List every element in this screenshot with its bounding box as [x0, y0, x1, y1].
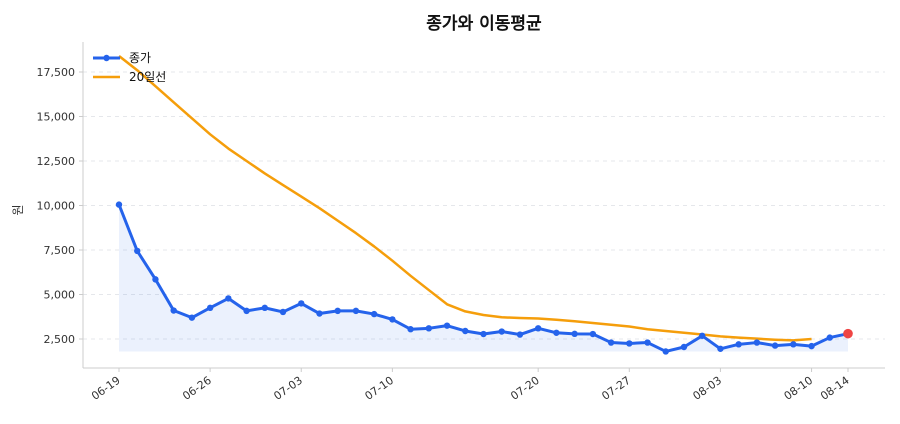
close-point	[589, 330, 597, 338]
close-point	[753, 339, 761, 346]
close-point	[516, 331, 524, 338]
y-tick-label: 15,000	[37, 111, 76, 124]
close-point	[298, 300, 305, 307]
close-point	[389, 316, 396, 323]
y-tick-label: 5,000	[44, 289, 76, 302]
close-point	[115, 201, 123, 208]
close-point	[498, 328, 505, 335]
chart-title: 종가와 이동평균	[426, 14, 542, 34]
close-point	[134, 247, 141, 255]
y-tick-label: 7,500	[44, 244, 76, 257]
close-point	[534, 325, 542, 332]
legend: 종가 20일선	[93, 51, 166, 84]
x-tick-label: 07-20	[508, 374, 542, 403]
x-tick-label: 06-19	[89, 374, 123, 403]
close-point	[316, 310, 323, 317]
close-point	[425, 325, 433, 332]
close-point	[771, 342, 779, 349]
last-close-point	[843, 328, 853, 339]
close-point	[644, 339, 651, 346]
x-tick-label: 08-03	[691, 374, 725, 403]
close-point	[407, 326, 414, 333]
y-tick-labels: 2,500 5,000 7,500 10,000 12,500 15,000 17,500	[37, 66, 83, 346]
close-point	[571, 330, 578, 338]
y-tick-label: 12,500	[37, 155, 76, 168]
close-point	[443, 322, 451, 329]
close-point	[607, 339, 615, 346]
close-point	[662, 348, 669, 355]
close-point	[790, 341, 797, 348]
close-point	[480, 330, 487, 338]
close-price-area	[119, 204, 848, 352]
close-point	[352, 307, 360, 315]
ma20-line	[118, 54, 812, 342]
close-point	[334, 307, 341, 315]
y-axis-label: 원	[11, 204, 25, 215]
close-point	[680, 343, 688, 351]
x-tick-label: 07-10	[362, 374, 396, 403]
grid-lines	[83, 71, 885, 340]
close-point	[152, 276, 159, 283]
close-point	[717, 345, 724, 352]
x-tick-label: 08-14	[818, 374, 852, 403]
legend-label-ma20: 20일선	[129, 70, 166, 84]
close-point	[170, 307, 177, 314]
y-tick-label: 17,500	[37, 66, 76, 79]
close-point	[188, 314, 196, 321]
close-point	[243, 307, 250, 315]
close-point	[826, 334, 833, 341]
close-point	[279, 308, 287, 316]
x-tick-label: 08-10	[782, 374, 816, 403]
y-tick-label: 10,000	[37, 200, 76, 213]
close-area-fill	[119, 204, 848, 352]
close-point	[553, 329, 560, 336]
close-price-markers	[115, 201, 853, 355]
close-point	[626, 340, 633, 347]
y-tick-label: 2,500	[44, 333, 76, 346]
close-point	[225, 295, 232, 302]
close-point	[462, 327, 469, 335]
x-tick-label: 06-26	[180, 374, 214, 403]
legend-label-close: 종가	[129, 51, 151, 65]
close-point	[370, 310, 378, 318]
x-tick-labels: 06-19 06-26 07-03 07-10 07-20 07-27 08-03 08-10…	[89, 368, 852, 403]
close-point	[206, 304, 214, 312]
close-point	[735, 341, 742, 348]
close-point	[699, 332, 706, 339]
x-tick-label: 07-03	[271, 374, 305, 403]
x-tick-label: 07-27	[599, 374, 633, 403]
close-point	[261, 304, 268, 312]
close-point	[808, 342, 815, 350]
legend-marker-close	[103, 54, 110, 62]
